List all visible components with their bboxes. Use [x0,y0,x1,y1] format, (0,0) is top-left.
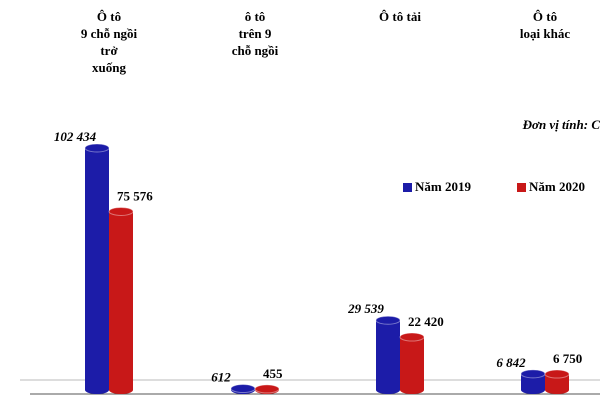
bar [376,320,400,390]
value-label: 455 [263,366,283,381]
bar-top [108,206,134,216]
value-label: 102 434 [54,129,97,144]
value-label: 75 576 [117,188,153,203]
value-label: 29 539 [347,301,384,316]
legend-label: Năm 2020 [529,179,585,194]
value-label: 612 [211,370,231,385]
bar [545,374,569,390]
bar-top [544,369,570,379]
bar [85,148,109,390]
bar [400,337,424,390]
legend-swatch [517,183,526,192]
bar-top [84,143,110,153]
category-label: Ô tô 9 chỗ ngồi trở xuống [80,9,138,75]
legend-label: Năm 2019 [415,179,471,194]
bar [109,211,133,390]
legend-swatch [403,183,412,192]
bar-top [254,384,280,394]
bar-top [375,315,401,325]
value-label: 6 842 [496,355,526,370]
category-label: Ô tô loại khác [519,9,571,41]
value-label: 22 420 [408,314,444,329]
bar [521,373,545,390]
category-label: Ô tô tải [379,9,421,24]
bar-top [230,384,256,394]
bar-top [520,369,546,379]
value-label: 6 750 [553,351,582,366]
bar-top [399,332,425,342]
category-label: ô tô trên 9 chỗ ngồi [231,9,279,58]
unit-label: Đơn vị tính: C [522,117,600,132]
